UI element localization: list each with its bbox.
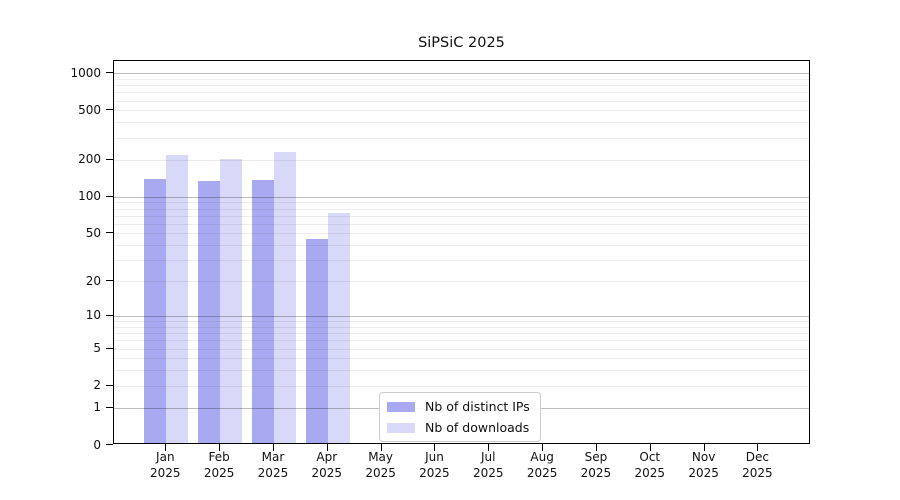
x-tick-nov bbox=[703, 444, 705, 451]
legend-swatch-icon bbox=[387, 401, 415, 412]
gridline-800 bbox=[114, 85, 809, 87]
gridline-300 bbox=[114, 137, 809, 139]
y-tick-0 bbox=[106, 444, 113, 445]
x-tick-label-oct: Oct 2025 bbox=[634, 450, 666, 480]
y-tick-1 bbox=[106, 406, 113, 408]
x-tick-label-aug: Aug 2025 bbox=[526, 450, 558, 480]
legend-item-downloads: Nb of downloads bbox=[387, 419, 530, 436]
y-tick-label-0: 0 bbox=[93, 437, 101, 452]
gridline-1000 bbox=[114, 73, 809, 75]
plot-area bbox=[113, 60, 810, 444]
x-tick-may bbox=[380, 444, 382, 451]
x-tick-label-sep: Sep 2025 bbox=[580, 450, 612, 480]
x-tick-sep bbox=[595, 444, 597, 451]
x-tick-jul bbox=[488, 444, 490, 451]
bar-downloads-apr bbox=[327, 212, 350, 443]
y-tick-label-50: 50 bbox=[85, 225, 101, 240]
gridline-600 bbox=[114, 100, 809, 102]
gridline-500 bbox=[114, 110, 809, 112]
x-tick-mar bbox=[272, 444, 274, 451]
bar-ips-apr bbox=[305, 239, 328, 443]
gridline-700 bbox=[114, 92, 809, 94]
bar-ips-mar bbox=[251, 179, 274, 443]
legend-label: Nb of distinct IPs bbox=[425, 399, 530, 414]
bar-ips-feb bbox=[198, 181, 221, 443]
y-tick-label-20: 20 bbox=[85, 273, 101, 288]
bar-ips-jan bbox=[144, 178, 167, 443]
y-tick-label-500: 500 bbox=[78, 102, 101, 117]
y-tick-1000 bbox=[106, 72, 113, 74]
y-tick-label-200: 200 bbox=[78, 152, 101, 167]
y-tick-2 bbox=[106, 384, 113, 386]
y-tick-100 bbox=[106, 195, 113, 197]
x-tick-label-may: May 2025 bbox=[365, 450, 396, 480]
x-tick-feb bbox=[219, 444, 221, 451]
chart-title: SiPSiC 2025 bbox=[418, 35, 505, 51]
y-tick-10 bbox=[106, 314, 113, 316]
x-tick-dec bbox=[757, 444, 759, 451]
y-tick-label-5: 5 bbox=[93, 341, 101, 356]
x-tick-label-apr: Apr 2025 bbox=[311, 450, 343, 480]
gridline-200 bbox=[114, 159, 809, 161]
y-tick-20 bbox=[106, 280, 113, 282]
x-tick-label-jan: Jan 2025 bbox=[150, 450, 181, 480]
x-tick-label-feb: Feb 2025 bbox=[203, 450, 235, 480]
legend-label: Nb of downloads bbox=[425, 420, 530, 435]
x-tick-aug bbox=[542, 444, 544, 451]
x-tick-label-nov: Nov 2025 bbox=[688, 450, 719, 480]
gridline-900 bbox=[114, 78, 809, 80]
legend: Nb of distinct IPs Nb of downloads bbox=[379, 392, 541, 442]
x-tick-label-jul: Jul 2025 bbox=[472, 450, 504, 480]
x-tick-jun bbox=[434, 444, 436, 451]
y-tick-5 bbox=[106, 347, 113, 349]
gridline-400 bbox=[114, 122, 809, 124]
legend-swatch-icon bbox=[387, 422, 415, 433]
y-tick-label-2: 2 bbox=[93, 378, 101, 393]
bar-downloads-mar bbox=[273, 152, 296, 443]
x-tick-oct bbox=[649, 444, 651, 451]
x-tick-jan bbox=[165, 444, 167, 451]
y-tick-label-10: 10 bbox=[85, 308, 101, 323]
y-tick-label-1: 1 bbox=[93, 400, 101, 415]
x-tick-label-mar: Mar 2025 bbox=[257, 450, 289, 480]
y-tick-200 bbox=[106, 158, 113, 160]
y-tick-50 bbox=[106, 232, 113, 234]
y-tick-500 bbox=[106, 109, 113, 111]
legend-item-distinct-ips: Nb of distinct IPs bbox=[387, 398, 530, 415]
x-tick-label-jun: Jun 2025 bbox=[419, 450, 450, 480]
bar-downloads-feb bbox=[220, 158, 243, 443]
bar-downloads-jan bbox=[166, 154, 189, 443]
y-tick-label-100: 100 bbox=[78, 189, 101, 204]
x-tick-apr bbox=[326, 444, 328, 451]
y-tick-label-1000: 1000 bbox=[70, 65, 101, 80]
x-tick-label-dec: Dec 2025 bbox=[742, 450, 773, 480]
